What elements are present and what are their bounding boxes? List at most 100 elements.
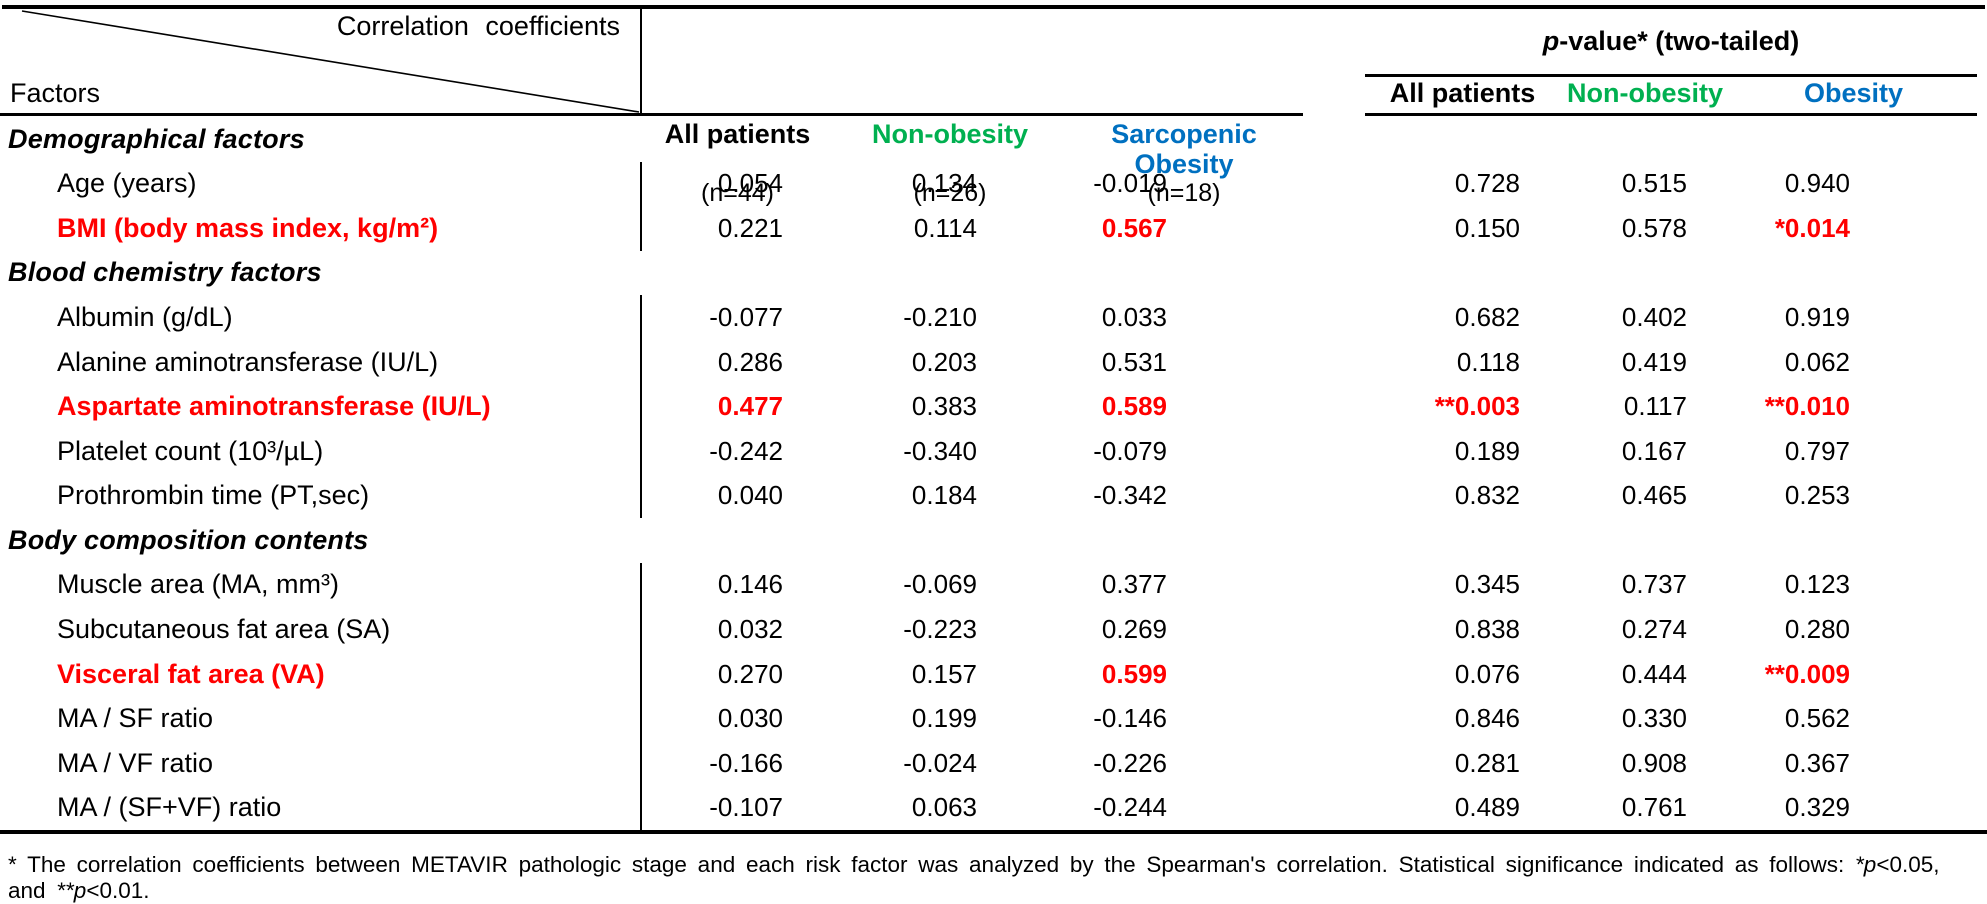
table-header: Correlation coefficients Factors p -value… <box>0 9 1977 207</box>
factor-label: BMI (body mass index, kg/m²) <box>57 212 439 243</box>
table-row: MA / VF ratio -0.166 -0.024 -0.226 0.281 0.90… <box>0 740 1977 786</box>
corner-factors-label: Factors <box>10 78 101 108</box>
value-cell: 0.531 <box>1101 346 1167 377</box>
value-cell: 0.330 <box>1621 703 1687 734</box>
value-cell: 0.578 <box>1621 212 1687 243</box>
factor-label: Albumin (g/dL) <box>57 302 233 333</box>
value-cell: 0.761 <box>1621 792 1687 823</box>
column-header-label: Non-obesity <box>871 119 1028 149</box>
value-cell: 0.377 <box>1101 569 1167 600</box>
value-cell: 0.157 <box>911 658 977 689</box>
value-cell: -0.244 <box>1093 792 1167 823</box>
value-cell: 0.599 <box>1101 658 1167 689</box>
value-cell: 0.062 <box>1784 346 1850 377</box>
value-cell: 0.489 <box>1454 792 1520 823</box>
factor-label: MA / (SF+VF) ratio <box>57 792 282 823</box>
value-cell: **0.010 <box>1764 391 1850 422</box>
factor-label: Aspartate aminotransferase (IU/L) <box>57 391 491 422</box>
column-header-label: Sarcopenic Obesity <box>1111 119 1257 180</box>
pvalue-subcolumn-all-patients: All patients <box>1389 78 1536 108</box>
column-header-label: All patients <box>664 119 811 149</box>
pvalue-header-group: p -value* (two-tailed) All patients Non-ob… <box>1365 9 1977 113</box>
section-row: Body composition contents <box>0 518 1977 563</box>
value-cell: -0.226 <box>1093 747 1167 778</box>
factor-label: Platelet count (10³/µL) <box>57 435 324 466</box>
column-header-all-patients: All patients (n=44) <box>640 113 835 214</box>
value-cell: **0.009 <box>1764 658 1850 689</box>
value-cell: 0.269 <box>1101 613 1167 644</box>
column-header-n: (n=44) <box>701 179 774 208</box>
value-cell: -0.340 <box>903 435 977 466</box>
value-cell: 0.189 <box>1454 435 1520 466</box>
value-cell: -0.146 <box>1093 703 1167 734</box>
factor-label: Subcutaneous fat area (SA) <box>57 613 391 644</box>
footnote-segment: <0.01. <box>86 878 150 903</box>
diagonal-divider-line <box>0 9 640 113</box>
table-row: Alanine aminotransferase (IU/L) 0.286 0.20… <box>0 339 1977 385</box>
header-vertical-divider <box>640 9 642 113</box>
value-cell: 0.221 <box>640 206 835 251</box>
value-cell: 0.846 <box>1454 703 1520 734</box>
footnote-segment: *p <box>1855 852 1877 877</box>
table-row: Albumin (g/dL) -0.077 -0.210 0.033 0.682 0.40… <box>0 295 1977 340</box>
value-cell: 0.117 <box>1623 391 1687 422</box>
pvalue-title-italic-p: p <box>1542 26 1560 56</box>
factor-label: Demographical factors <box>8 123 305 154</box>
factor-label: Alanine aminotransferase (IU/L) <box>57 346 439 377</box>
table-row: MA / SF ratio 0.030 0.199 -0.146 0.846 0.330 0… <box>0 696 1977 741</box>
factor-label: MA / VF ratio <box>57 747 214 778</box>
factor-label: Visceral fat area (VA) <box>57 658 325 689</box>
pvalue-subheader-row: All patients Non-obesity Obesity <box>1365 74 1977 113</box>
header-bottom-rule-left <box>0 113 1303 116</box>
value-cell: 0.477 <box>640 384 835 429</box>
value-cell: 0.063 <box>911 792 977 823</box>
value-cell: 0.345 <box>1454 569 1520 600</box>
value-cell: 0.444 <box>1621 658 1687 689</box>
corner-top-label: Correlation coefficients <box>336 11 620 41</box>
table-row: Subcutaneous fat area (SA) 0.032 -0.223 0.2… <box>0 607 1977 652</box>
pvalue-subcolumn-sarcopenic-obesity: Obesity <box>1803 78 1904 108</box>
value-cell: 0.329 <box>1784 792 1850 823</box>
value-cell: 0.908 <box>1621 747 1687 778</box>
value-cell: 0.367 <box>1784 747 1850 778</box>
value-cell: 0.280 <box>1784 613 1850 644</box>
factor-label: Body composition contents <box>8 524 369 555</box>
factor-label: Prothrombin time (PT,sec) <box>57 480 370 511</box>
table-row: Visceral fat area (VA) 0.270 0.157 0.599 0.0… <box>0 651 1977 697</box>
value-cell: 0.033 <box>1101 302 1167 333</box>
table-row: BMI (body mass index, kg/m²) 0.221 0.114 0.… <box>0 206 1977 251</box>
value-cell: 0.118 <box>1456 346 1520 377</box>
value-cell: **0.003 <box>1434 391 1520 422</box>
value-cell: *0.014 <box>1774 212 1850 243</box>
footnote-segment: **p <box>56 878 87 903</box>
pvalue-title-underline <box>1365 74 1977 77</box>
value-cell: 0.562 <box>1784 703 1850 734</box>
value-cell: -0.024 <box>903 747 977 778</box>
table-row: Muscle area (MA, mm³) 0.146 -0.069 0.377 0.3… <box>0 562 1977 608</box>
value-cell: 0.030 <box>640 696 835 741</box>
value-cell: -0.166 <box>640 740 835 786</box>
factor-label: Muscle area (MA, mm³) <box>57 569 340 600</box>
value-cell: 0.465 <box>1621 480 1687 511</box>
table-row: Prothrombin time (PT,sec) 0.040 0.184 -0.34… <box>0 473 1977 519</box>
footnote-segment: <0.05, and <box>8 852 1940 903</box>
header-corner-cell: Correlation coefficients Factors <box>0 9 640 113</box>
value-cell: 0.199 <box>911 703 977 734</box>
value-cell: 0.167 <box>1621 435 1687 466</box>
header-bottom-rule-right <box>1365 113 1977 116</box>
pvalue-title: p -value* (two-tailed) <box>1365 9 1977 74</box>
value-cell: 0.383 <box>911 391 977 422</box>
value-cell: 0.076 <box>1454 658 1520 689</box>
value-cell: 0.402 <box>1621 302 1687 333</box>
value-cell: 0.419 <box>1621 346 1687 377</box>
value-cell: 0.728 <box>1454 168 1520 199</box>
value-cell: 0.281 <box>1454 747 1520 778</box>
value-cell: 0.253 <box>1784 480 1850 511</box>
value-cell: 0.040 <box>640 473 835 519</box>
value-cell: 0.919 <box>1784 302 1850 333</box>
value-cell: -0.079 <box>1093 435 1167 466</box>
table-row: Platelet count (10³/µL) -0.242 -0.340 -0.07… <box>0 428 1977 474</box>
value-cell: 0.274 <box>1621 613 1687 644</box>
column-header-n: (n=26) <box>913 179 987 208</box>
